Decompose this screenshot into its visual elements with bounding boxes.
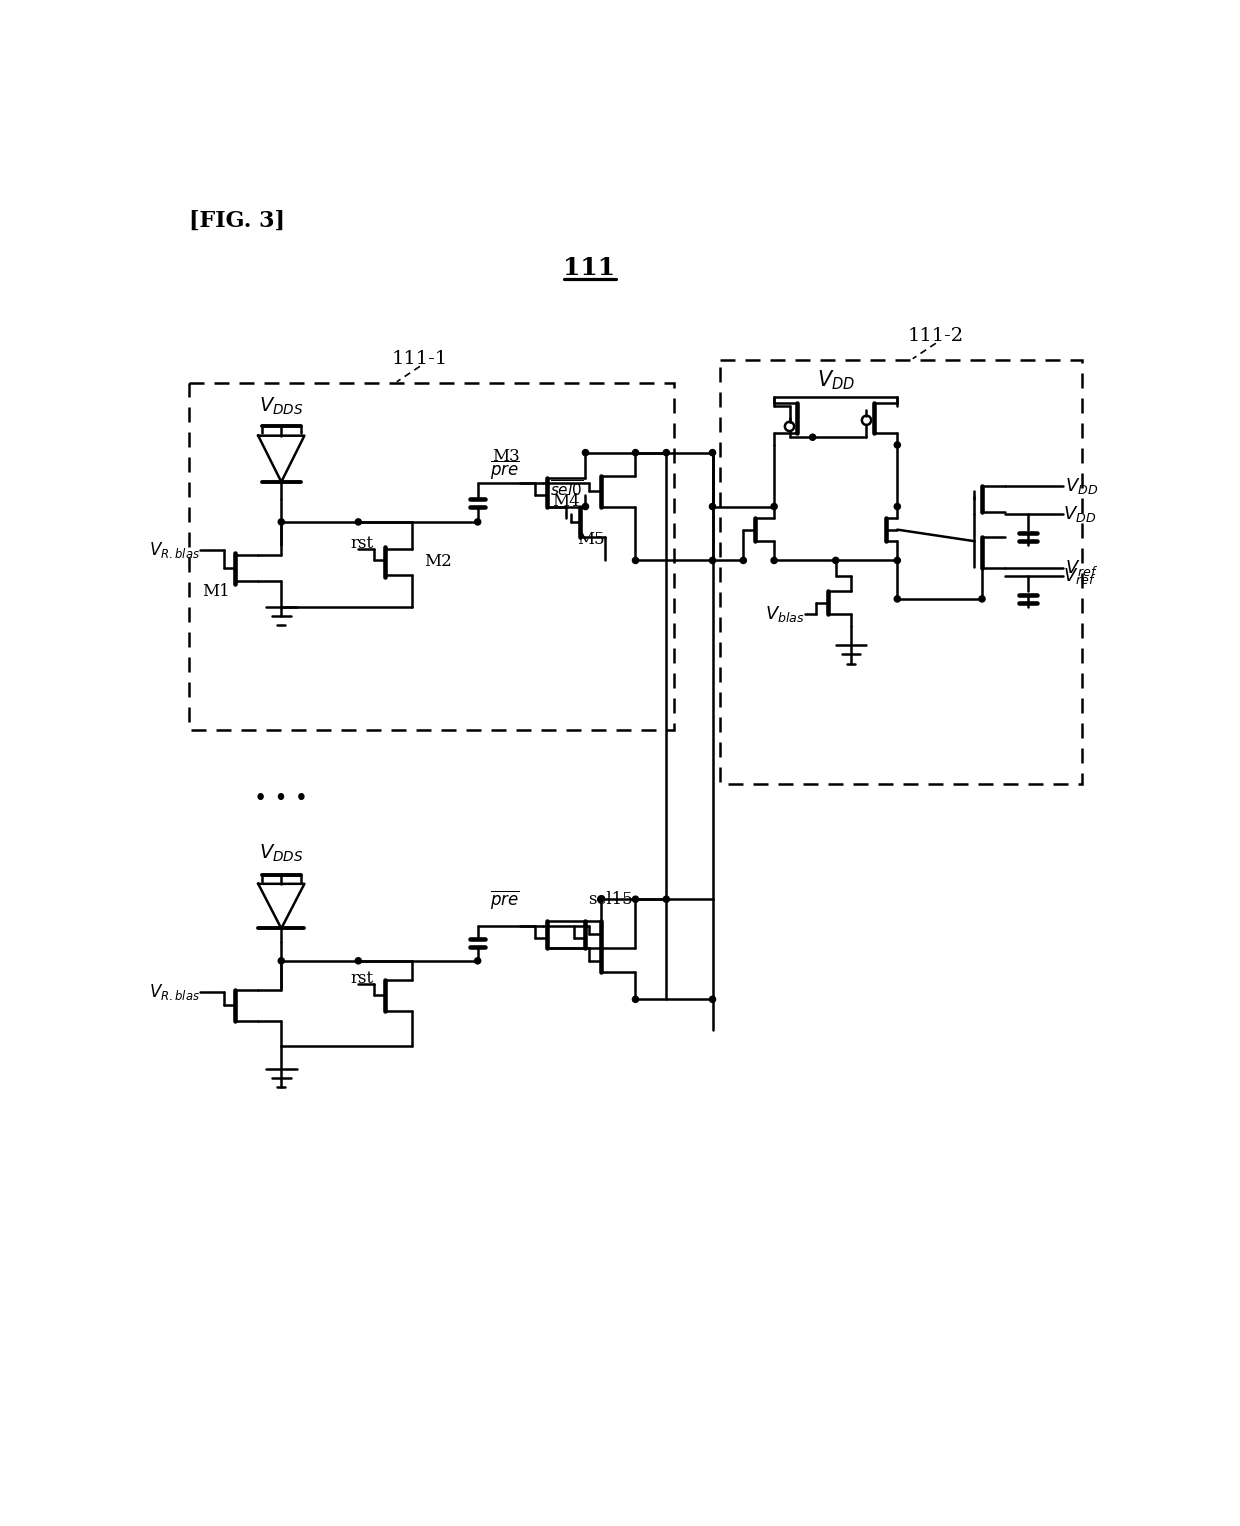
Circle shape [709,996,715,1003]
Circle shape [632,557,639,563]
Bar [720,360,1083,784]
Circle shape [894,443,900,449]
Text: $V_{ref}$: $V_{ref}$ [1063,566,1096,586]
Circle shape [894,504,900,510]
Circle shape [894,557,900,563]
Circle shape [771,557,777,563]
Text: $\overline{pre}$: $\overline{pre}$ [490,888,520,911]
Circle shape [709,450,715,456]
Circle shape [709,504,715,510]
Text: rst: rst [351,971,373,987]
Text: $V_{DDS}$: $V_{DDS}$ [259,842,304,864]
Circle shape [810,433,816,441]
Circle shape [632,450,639,456]
Circle shape [978,595,985,601]
Circle shape [771,504,777,510]
Circle shape [632,996,639,1003]
Circle shape [663,450,670,456]
Text: M5: M5 [577,531,605,548]
Text: rst: rst [351,536,373,552]
Text: $V_{DDS}$: $V_{DDS}$ [259,395,304,417]
Circle shape [894,595,900,601]
Text: $V_{DD}$: $V_{DD}$ [1063,504,1096,525]
Text: M1: M1 [202,583,229,600]
Text: sel15: sel15 [588,891,632,908]
Text: M3: M3 [492,449,520,465]
Text: $V_{DD}$: $V_{DD}$ [1065,476,1099,496]
Text: 111-1: 111-1 [392,349,448,368]
Text: M2: M2 [424,554,451,571]
Bar [188,383,675,729]
Circle shape [278,958,284,964]
Circle shape [740,557,746,563]
Circle shape [598,896,604,902]
Text: 111: 111 [563,256,615,279]
Circle shape [583,504,589,510]
Text: [FIG. 3]: [FIG. 3] [188,211,285,232]
Text: 111-2: 111-2 [908,327,963,345]
Circle shape [475,519,481,525]
Circle shape [475,958,481,964]
Text: • • •: • • • [254,787,309,810]
Text: $V_{R.blas}$: $V_{R.blas}$ [150,981,201,1001]
Circle shape [632,896,639,902]
Circle shape [278,519,284,525]
Circle shape [663,896,670,902]
Circle shape [355,519,361,525]
Text: M4: M4 [552,493,580,510]
Text: $\overline{pre}$: $\overline{pre}$ [490,458,520,481]
Text: $V_{ref}$: $V_{ref}$ [1065,559,1099,578]
Text: $\overline{sel0}$: $\overline{sel0}$ [549,479,583,499]
Text: $V_{R.blas}$: $V_{R.blas}$ [150,540,201,560]
Text: $V_{DD}$: $V_{DD}$ [817,368,854,392]
Text: $V_{blas}$: $V_{blas}$ [765,604,805,624]
Circle shape [583,450,589,456]
Circle shape [832,557,838,563]
Circle shape [709,557,715,563]
Circle shape [355,958,361,964]
